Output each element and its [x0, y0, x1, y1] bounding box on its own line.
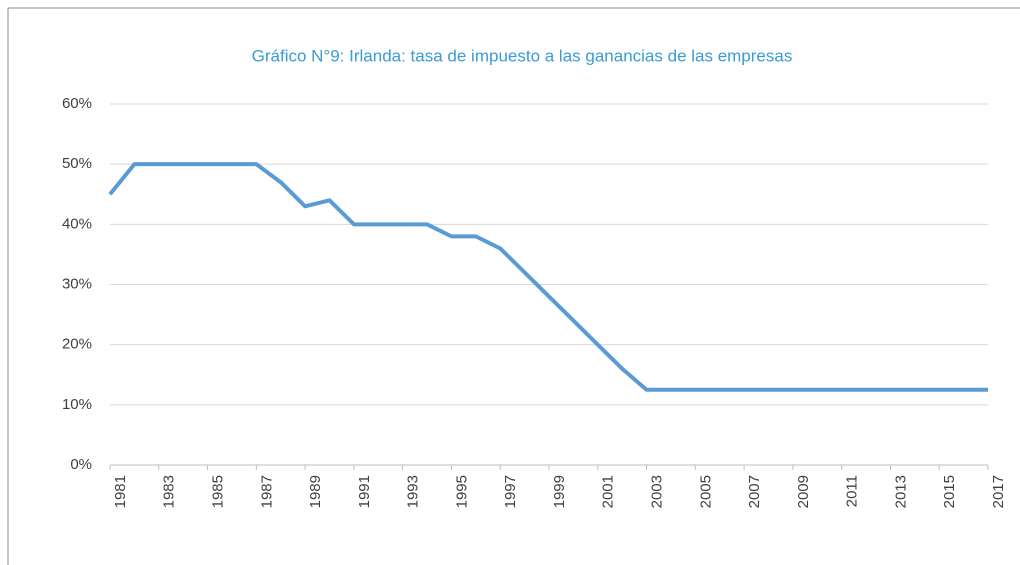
- y-tick-label: 30%: [62, 275, 92, 292]
- y-tick-label: 10%: [62, 396, 92, 413]
- x-tick-label: 1997: [502, 475, 519, 508]
- x-tick-label: 2013: [892, 475, 909, 508]
- x-tick-label: 2003: [649, 475, 666, 508]
- y-tick-label: 40%: [62, 215, 92, 232]
- x-tick-label: 2011: [844, 475, 861, 507]
- x-tick-label: 2007: [746, 475, 763, 508]
- y-tick-label: 50%: [62, 155, 92, 172]
- x-tick-label: 1995: [453, 475, 470, 508]
- x-tick-label: 2001: [600, 475, 617, 508]
- y-tick-label: 0%: [70, 456, 92, 473]
- x-tick-label: 2009: [795, 475, 812, 508]
- x-tick-label: 2015: [941, 475, 958, 508]
- x-tick-label: 1985: [210, 475, 227, 508]
- x-tick-label: 1991: [356, 475, 373, 508]
- y-tick-label: 20%: [62, 336, 92, 353]
- x-tick-label: 2005: [697, 475, 714, 508]
- x-tick-label: 2017: [990, 475, 1007, 508]
- x-tick-label: 1999: [551, 475, 568, 508]
- x-tick-label: 1983: [161, 475, 178, 508]
- chart-title: Gráfico N°9: Irlanda: tasa de impuesto a…: [252, 46, 793, 65]
- y-tick-label: 60%: [62, 95, 92, 112]
- x-tick-label: 1981: [112, 475, 129, 508]
- x-tick-label: 1993: [405, 475, 422, 508]
- x-tick-label: 1989: [307, 475, 324, 508]
- data-line: [108, 162, 988, 392]
- x-tick-label: 1987: [258, 475, 275, 508]
